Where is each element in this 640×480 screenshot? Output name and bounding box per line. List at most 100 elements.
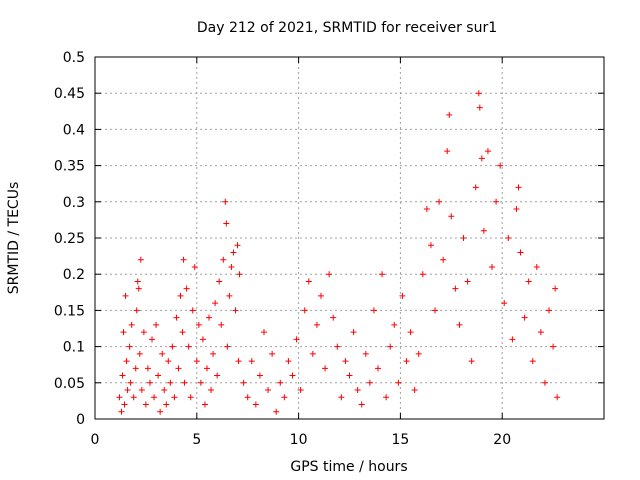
data-point — [142, 401, 149, 408]
data-point — [234, 242, 241, 249]
y-tick-label: 0.35 — [54, 159, 85, 175]
data-point — [260, 329, 267, 336]
data-point — [244, 394, 251, 401]
data-point — [293, 336, 300, 343]
data-point — [130, 394, 137, 401]
y-axis-label: SRMTID / TECUs — [6, 182, 22, 295]
data-point — [118, 408, 125, 415]
data-point — [391, 321, 398, 328]
data-point — [185, 343, 192, 350]
data-point — [379, 271, 386, 278]
data-point — [216, 278, 223, 285]
data-point — [197, 379, 204, 386]
data-point — [193, 358, 200, 365]
data-point — [223, 220, 230, 227]
data-point — [201, 401, 208, 408]
data-point — [208, 387, 215, 394]
y-tick-label: 0.05 — [54, 376, 85, 392]
data-point — [127, 379, 134, 386]
data-point — [432, 307, 439, 314]
data-point — [362, 350, 369, 357]
data-point — [191, 263, 198, 270]
data-point — [157, 408, 164, 415]
data-point — [399, 292, 406, 299]
data-point — [403, 358, 410, 365]
data-point — [224, 343, 231, 350]
data-point — [346, 372, 353, 379]
data-point — [313, 321, 320, 328]
x-tick-label: 15 — [391, 432, 409, 448]
data-point — [248, 358, 255, 365]
data-point — [144, 365, 151, 372]
data-point — [134, 278, 141, 285]
data-point — [119, 372, 126, 379]
data-point — [187, 394, 194, 401]
data-point — [478, 155, 485, 162]
data-point — [277, 379, 284, 386]
data-point — [128, 321, 135, 328]
data-point — [484, 148, 491, 155]
data-point — [181, 379, 188, 386]
data-point — [137, 256, 144, 263]
data-point — [305, 278, 312, 285]
data-point — [121, 401, 128, 408]
data-point — [175, 365, 182, 372]
data-point — [427, 242, 434, 249]
data-point — [171, 394, 178, 401]
x-tick-label: 5 — [192, 432, 201, 448]
y-tick-label: 0 — [76, 412, 85, 428]
data-point — [501, 300, 508, 307]
data-point — [151, 394, 158, 401]
data-point — [533, 263, 540, 270]
data-point — [235, 358, 242, 365]
data-point — [309, 350, 316, 357]
data-point — [140, 329, 147, 336]
data-point — [411, 387, 418, 394]
data-point — [493, 198, 500, 205]
data-point — [161, 387, 168, 394]
data-point — [218, 321, 225, 328]
data-point — [489, 263, 496, 270]
data-point — [546, 307, 553, 314]
data-point — [163, 401, 170, 408]
data-point — [480, 227, 487, 234]
data-point — [395, 379, 402, 386]
data-point — [476, 104, 483, 111]
data-point — [375, 365, 382, 372]
data-point — [179, 329, 186, 336]
data-point — [149, 336, 156, 343]
x-axis-label: GPS time / hours — [290, 459, 407, 475]
data-point — [515, 184, 522, 191]
data-point — [120, 329, 127, 336]
data-point — [189, 307, 196, 314]
data-point — [228, 263, 235, 270]
data-point — [509, 336, 516, 343]
data-point — [448, 213, 455, 220]
x-tick-label: 0 — [91, 432, 100, 448]
data-point — [133, 307, 140, 314]
data-point — [446, 111, 453, 118]
data-point — [230, 249, 237, 256]
data-point — [537, 329, 544, 336]
data-point — [322, 365, 329, 372]
data-point — [354, 387, 361, 394]
data-point — [436, 198, 443, 205]
data-point — [444, 148, 451, 155]
data-point — [472, 184, 479, 191]
data-point — [338, 394, 345, 401]
data-point — [165, 358, 172, 365]
data-point — [550, 343, 557, 350]
data-point — [407, 329, 414, 336]
data-point — [116, 394, 123, 401]
data-point — [513, 206, 520, 213]
x-tick-label: 10 — [290, 432, 308, 448]
data-point — [440, 256, 447, 263]
axis-ticks: 0 0.05 0.1 0.15 0.2 0.25 0.3 0.35 0.4 0.45 0.5 0 5 10… — [54, 50, 604, 448]
data-point — [460, 235, 467, 241]
y-tick-label: 0.25 — [54, 231, 85, 247]
data-point — [541, 379, 548, 386]
data-point — [366, 379, 373, 386]
data-point — [256, 372, 263, 379]
data-point — [334, 343, 341, 350]
data-point — [269, 350, 276, 357]
